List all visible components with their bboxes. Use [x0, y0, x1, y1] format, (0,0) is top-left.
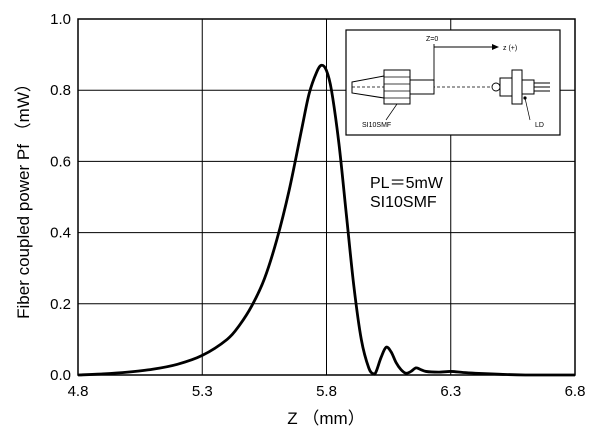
y-tick-label: 0.0: [50, 367, 71, 384]
x-tick-label: 5.3: [192, 383, 213, 400]
y-axis-label: Fiber coupled power Pf （mW）: [14, 75, 33, 319]
ld-body: [521, 79, 535, 95]
y-tick-label: 0.2: [50, 296, 71, 313]
ld-flange: [511, 69, 523, 105]
ld-window: [491, 82, 501, 92]
z0-label: Z=0: [426, 36, 438, 43]
ld-cap: [499, 77, 513, 97]
y-tick-label: 0.4: [50, 225, 71, 242]
y-tick-label: 0.8: [50, 82, 71, 99]
plot-frame: [77, 18, 576, 376]
annotation-power: PL＝5mW: [370, 175, 444, 192]
y-tick-label: 0.6: [50, 153, 71, 170]
y-tick-label: 1.0: [50, 11, 71, 28]
x-tick-label: 5.8: [316, 383, 337, 400]
fiber-leader: [385, 103, 398, 121]
inset-diagram: Z=0 z (+) SI10SMF LD: [345, 29, 561, 136]
y-tick-labels: 0.0 0.2 0.4 0.6 0.8 1.0: [50, 11, 71, 384]
x-axis-label: Z （mm）: [287, 409, 364, 428]
series-line: [77, 63, 575, 377]
fiber-tip: [409, 79, 435, 95]
ld-label: LD: [535, 122, 544, 129]
z-direction-label: z (+): [503, 45, 517, 52]
x-tick-label: 6.3: [440, 383, 461, 400]
ld-leader: [524, 97, 531, 121]
x-tick-labels: 4.8 5.3 5.8 6.3 6.8: [68, 383, 586, 400]
x-tick-label: 4.8: [68, 383, 89, 400]
fiber-connector: [383, 69, 411, 105]
arrow-head: [492, 44, 499, 50]
x-tick-label: 6.8: [565, 383, 586, 400]
fiber-label: SI10SMF: [362, 122, 391, 129]
annotation-fiber: SI10SMF: [370, 194, 437, 211]
